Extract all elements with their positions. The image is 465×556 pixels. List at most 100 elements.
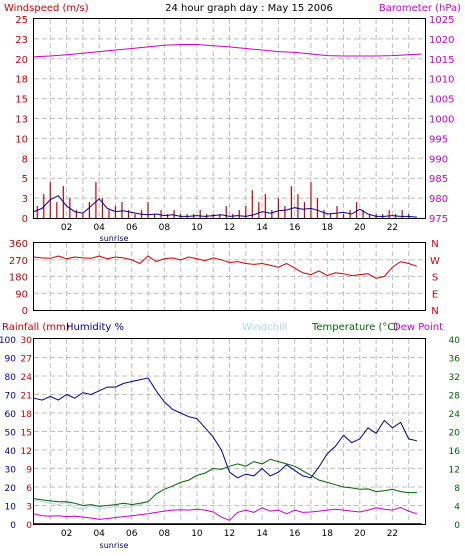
barometer-axis-label: Barometer (hPa): [379, 3, 461, 14]
y-tick-label: 975: [429, 214, 448, 225]
y-tick-label: 0: [10, 521, 16, 531]
y-tick-label: 100: [0, 336, 16, 346]
x-tick-label: 12: [224, 223, 235, 233]
x-tick-label: 18: [322, 223, 334, 233]
x-tick-label: 12: [224, 529, 235, 539]
wind-direction-line: [33, 255, 418, 279]
y-tick-label: 1000: [429, 115, 454, 126]
y-tick-label: 0: [26, 521, 32, 531]
y-tick-label: 1020: [429, 35, 454, 46]
y-tick-label: 90: [15, 289, 28, 300]
x-tick-label: 22: [387, 529, 398, 539]
y-tick-label: 30: [21, 336, 33, 346]
average-windspeed-line: [33, 195, 417, 218]
y-tick-label: 30: [5, 466, 17, 476]
y-tick-label: E: [432, 289, 438, 300]
x-tick-label: 20: [354, 529, 366, 539]
y-tick-label: 0: [22, 214, 28, 225]
y-tick-label: 20: [15, 55, 28, 66]
y-tick-label: 36: [449, 355, 461, 365]
x-tick-label: 22: [387, 223, 398, 233]
y-tick-label: 1025: [429, 15, 454, 26]
sunrise-label-bottom: sunrise: [100, 541, 129, 550]
x-tick-label: 20: [354, 223, 366, 233]
temperature-line: [33, 458, 417, 507]
x-tick-label: 04: [93, 223, 105, 233]
y-tick-label: 8: [454, 484, 460, 494]
y-tick-label: 20: [449, 429, 461, 439]
y-tick-label: 18: [21, 410, 33, 420]
y-tick-label: 20: [5, 484, 17, 494]
chart-title: 24 hour graph day : May 15 2006: [165, 3, 333, 14]
y-tick-label: 18: [15, 75, 28, 86]
x-tick-label: 10: [191, 529, 203, 539]
y-tick-label: 12: [21, 447, 32, 457]
y-tick-label: 0: [454, 521, 460, 531]
x-tick-label: 14: [256, 529, 268, 539]
y-tick-label: 60: [5, 410, 17, 420]
y-tick-label: 32: [449, 373, 460, 383]
y-tick-label: 21: [21, 392, 32, 402]
y-tick-label: 13: [15, 115, 28, 126]
dewpoint-axis-label: Dew Point: [393, 322, 443, 333]
wind-panel-frame: [33, 18, 426, 219]
windchill-axis-label: Windchill: [242, 322, 287, 333]
y-tick-label: 24: [449, 410, 461, 420]
y-tick-label: 90: [5, 355, 17, 365]
x-tick-label: 10: [191, 223, 203, 233]
y-tick-label: 985: [429, 174, 448, 185]
y-tick-label: 4: [454, 503, 460, 513]
rain-panel-frame: [33, 338, 426, 525]
y-tick-label: 3: [26, 503, 32, 513]
y-tick-label: 8: [22, 154, 28, 165]
x-tick-label: 08: [159, 529, 171, 539]
y-tick-label: 1015: [429, 55, 454, 66]
y-tick-label: 0: [22, 306, 28, 317]
y-tick-label: 50: [5, 429, 17, 439]
wind-barometer-panel: Windspeed (m/s) 24 hour graph day : May …: [4, 3, 461, 243]
y-tick-label: 1005: [429, 95, 454, 106]
dewpoint-line: [33, 506, 418, 521]
y-tick-label: 12: [449, 466, 460, 476]
y-tick-label: 990: [429, 154, 448, 165]
y-tick-label: W: [430, 256, 440, 267]
sunrise-label-top: sunrise: [100, 234, 129, 243]
windspeed-axis-label: Windspeed (m/s): [4, 3, 89, 14]
humidity-axis-label: Humidity %: [66, 322, 124, 333]
y-tick-label: 70: [5, 392, 17, 402]
y-tick-label: N: [431, 306, 438, 317]
y-tick-label: 360: [9, 239, 28, 250]
y-tick-label: 180: [9, 273, 28, 284]
y-tick-label: 980: [429, 194, 448, 205]
y-tick-label: 270: [9, 256, 28, 267]
y-tick-label: 15: [15, 95, 28, 106]
y-tick-label: 3: [22, 194, 28, 205]
y-tick-label: 9: [26, 466, 32, 476]
y-tick-label: 40: [449, 336, 461, 346]
rain-humidity-temp-panel: Rainfall (mm) Humidity % Windchill Tempe…: [0, 322, 460, 550]
y-tick-label: 23: [15, 35, 28, 46]
x-tick-label: 02: [61, 223, 72, 233]
y-tick-label: 40: [5, 447, 17, 457]
x-tick-label: 14: [256, 223, 268, 233]
x-tick-label: 06: [126, 529, 138, 539]
y-tick-label: 10: [5, 503, 17, 513]
y-tick-label: 15: [21, 429, 32, 439]
y-tick-label: 16: [449, 447, 461, 457]
x-tick-label: 02: [61, 529, 72, 539]
barometer-line: [33, 44, 422, 58]
x-tick-label: 16: [289, 223, 301, 233]
y-tick-label: 6: [26, 484, 32, 494]
windchill-line: [33, 499, 149, 510]
x-tick-label: 08: [159, 223, 171, 233]
x-tick-label: 18: [322, 529, 334, 539]
temperature-axis-label: Temperature (°C): [311, 322, 398, 333]
y-tick-label: 25: [15, 15, 28, 26]
y-tick-label: S: [432, 273, 438, 284]
y-tick-label: N: [431, 239, 438, 250]
humidity-line: [33, 377, 418, 479]
x-tick-label: 16: [289, 529, 301, 539]
y-tick-label: 28: [449, 392, 461, 402]
